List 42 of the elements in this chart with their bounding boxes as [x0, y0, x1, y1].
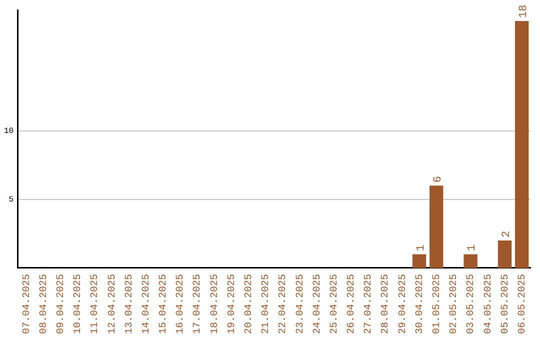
- x-tick-label: 02.05.2025: [449, 274, 460, 334]
- x-tick-label: 19.04.2025: [226, 274, 238, 334]
- x-tick-label: 18.04.2025: [210, 274, 221, 334]
- x-tick-label: 30.04.2025: [414, 274, 426, 334]
- y-tick-label: 10: [4, 126, 14, 136]
- x-tick-label: 17.04.2025: [192, 274, 204, 334]
- x-tick-label: 24.04.2025: [312, 274, 324, 334]
- x-tick-label: 23.04.2025: [295, 274, 306, 334]
- x-tick-label: 28.04.2025: [380, 274, 392, 334]
- x-tick-label: 25.04.2025: [329, 274, 340, 334]
- x-tick-label: 15.04.2025: [158, 274, 170, 334]
- x-tick-label: 14.04.2025: [141, 274, 152, 334]
- data-label: 1: [466, 244, 479, 252]
- x-tick-label: 05.05.2025: [500, 274, 512, 334]
- data-label: 1: [415, 244, 428, 252]
- data-label: 2: [500, 230, 513, 238]
- y-tick-label: 5: [8, 196, 14, 204]
- bar: [464, 254, 478, 268]
- x-tick-label: 21.04.2025: [261, 274, 272, 334]
- x-tick-label: 29.04.2025: [398, 274, 409, 334]
- x-tick-label: 07.04.2025: [22, 274, 33, 334]
- x-tick-label: 04.05.2025: [483, 274, 494, 334]
- data-label: 18: [518, 4, 530, 18]
- x-tick-label: 11.04.2025: [90, 274, 102, 334]
- x-tick-label: 27.04.2025: [364, 274, 375, 334]
- x-tick-label: 08.04.2025: [38, 274, 50, 334]
- x-tick-label: 06.05.2025: [517, 274, 528, 334]
- x-tick-label: 09.04.2025: [56, 274, 67, 334]
- x-tick-label: 13.04.2025: [124, 274, 136, 334]
- x-tick-label: 01.05.2025: [432, 274, 444, 334]
- x-tick-label: 10.04.2025: [73, 274, 84, 334]
- data-label: 6: [432, 176, 444, 183]
- x-tick-label: 03.05.2025: [466, 274, 478, 334]
- x-tick-label: 16.04.2025: [176, 274, 187, 334]
- x-tick-label: 22.04.2025: [278, 274, 290, 334]
- bar: [430, 186, 444, 268]
- x-tick-label: 12.04.2025: [107, 274, 118, 334]
- bar: [498, 240, 512, 268]
- bar: [515, 20, 529, 268]
- x-tick-label: 20.04.2025: [244, 274, 255, 334]
- bar: [412, 254, 426, 268]
- x-tick-label: 26.04.2025: [346, 274, 358, 334]
